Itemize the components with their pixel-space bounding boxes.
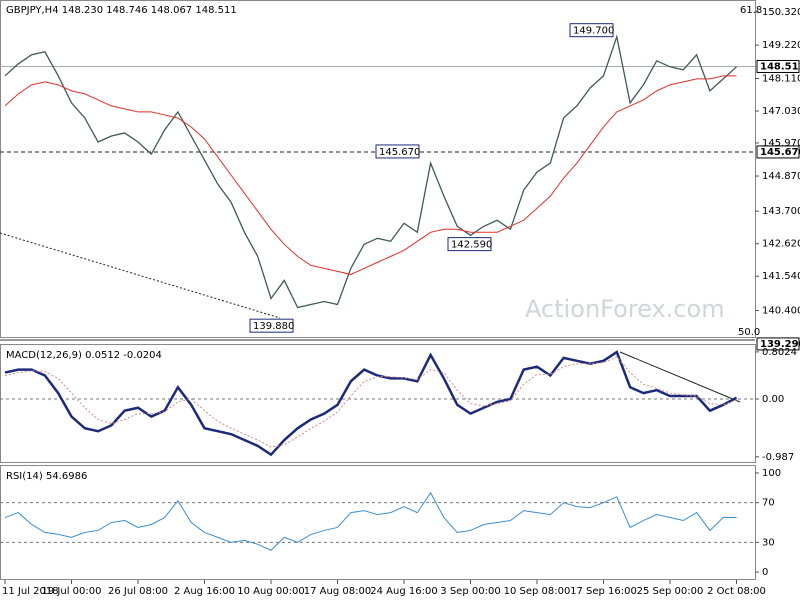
annotation-box: [375, 144, 420, 159]
level-label: 145.670: [760, 147, 800, 158]
x-tick-label: 26 Jul 08:00: [108, 586, 168, 597]
x-tick-label: 2 Oct 08:00: [707, 586, 766, 597]
y-tick-label: 148.110: [762, 74, 800, 85]
annotation-box: [447, 237, 492, 252]
x-tick-label: 11 Jul 2018: [2, 586, 59, 597]
x-tick-label: 10 Sep 08:00: [504, 586, 571, 597]
y-tick-label: 150.320: [762, 7, 800, 18]
fib-label: 50.0: [738, 327, 760, 338]
x-tick-label: 17 Aug 08:00: [304, 586, 371, 597]
macd-panel: [0, 344, 756, 463]
x-tick-label: 25 Sep 00:00: [637, 586, 704, 597]
panel-title: MACD(12,26,9) 0.0512 -0.0204: [6, 350, 162, 361]
series-line: [4, 356, 737, 448]
level-tag: [756, 337, 800, 351]
macd-trend-line: [619, 351, 741, 403]
level-label: 148.511: [760, 61, 800, 72]
x-tick-label: 3 Sep 00:00: [440, 586, 500, 597]
y-tick-label: 0: [762, 567, 768, 578]
x-tick-label: 2 Aug 16:00: [174, 586, 235, 597]
y-tick-label: 149.220: [762, 40, 800, 51]
level-tag: [756, 59, 800, 73]
annotation-box: [569, 23, 614, 38]
annotation-label: 139.880: [253, 321, 294, 332]
y-tick-label: 144.870: [762, 171, 800, 182]
y-tick-label: 30: [762, 537, 775, 548]
y-tick-label: 145.970: [762, 138, 800, 149]
y-tick-label: 70: [762, 498, 775, 509]
watermark: ActionForex.com: [525, 295, 725, 323]
y-tick-label: 140.400: [762, 306, 800, 317]
level-label: 139.290: [760, 339, 800, 350]
panel-title: RSI(14) 54.6986: [6, 471, 87, 482]
y-tick-label: 0.00: [762, 394, 784, 405]
y-tick-label: 0.8024: [762, 347, 797, 358]
series-line: [4, 34, 737, 309]
series-line: [4, 350, 738, 457]
x-tick-label: 17 Sep 16:00: [570, 586, 637, 597]
y-tick-label: 141.540: [762, 271, 800, 282]
annotation-box: [249, 318, 294, 333]
y-tick-label: -0.987: [762, 452, 794, 463]
y-tick-label: 142.620: [762, 239, 800, 250]
price-panel: [0, 0, 756, 338]
panel-title: GBPJPY,H4 148.230 148.746 148.067 148.51…: [6, 5, 237, 16]
x-tick-label: 24 Aug 16:00: [370, 586, 437, 597]
rsi-panel: [0, 465, 756, 580]
trend-line: [0, 232, 281, 319]
annotation-label: 142.590: [451, 240, 492, 251]
series-line: [4, 491, 737, 551]
series-line: [4, 75, 737, 275]
x-tick-label: 19 Jul 00:00: [42, 586, 102, 597]
y-tick-label: 100: [762, 468, 781, 479]
fib-label: 61.8: [740, 5, 762, 16]
level-tag: [756, 145, 800, 159]
annotation-label: 145.670: [379, 147, 420, 158]
y-tick-label: 143.700: [762, 206, 800, 217]
annotation-label: 149.700: [573, 26, 614, 37]
y-tick-label: 147.030: [762, 106, 800, 117]
x-tick-label: 10 Aug 00:00: [237, 586, 304, 597]
